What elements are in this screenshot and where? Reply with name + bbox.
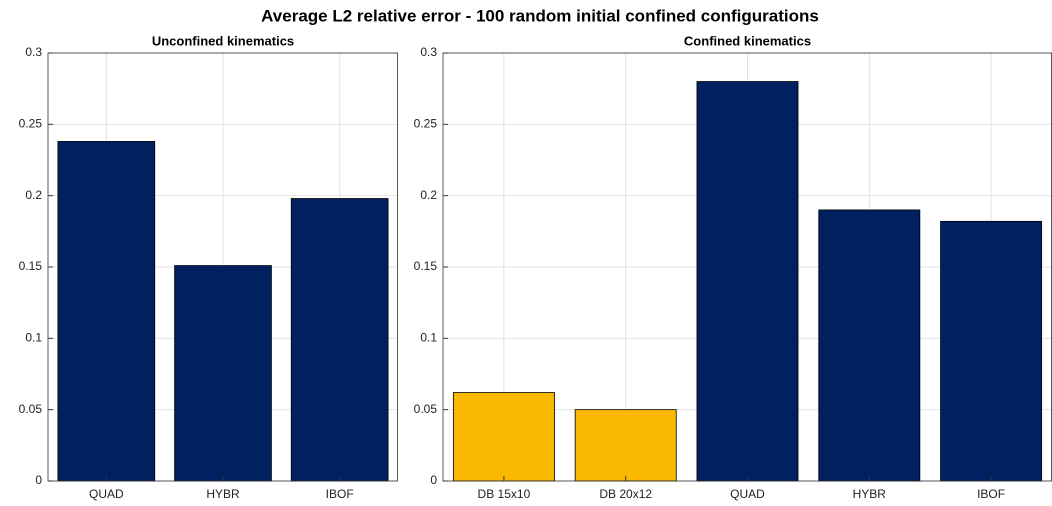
y-tick-label: 0.3 (25, 45, 42, 59)
bar (57, 141, 156, 482)
y-tick-label: 0 (35, 473, 42, 487)
y-tick-label: 0.3 (420, 45, 437, 59)
y-tick-label: 0 (430, 473, 437, 487)
y-tick-label: 0.05 (414, 402, 438, 416)
x-tick-label: IBOF (326, 487, 354, 501)
x-tick-label: QUAD (89, 487, 124, 501)
x-tick-label: DB 15x10 (478, 487, 531, 501)
y-tick-label: 0.25 (19, 117, 43, 131)
bar (696, 81, 799, 482)
bar (818, 209, 921, 482)
bar (174, 265, 272, 482)
x-tick-label: QUAD (730, 487, 765, 501)
x-tick-label: HYBR (206, 487, 240, 501)
y-tick-label: 0.05 (19, 402, 43, 416)
y-tick-label: 0.15 (414, 259, 438, 273)
y-tick-label: 0.15 (19, 259, 43, 273)
x-tick-label: IBOF (977, 487, 1005, 501)
bar (290, 198, 389, 482)
y-tick-label: 0.2 (420, 188, 437, 202)
x-tick-label: HYBR (853, 487, 887, 501)
y-tick-label: 0.25 (414, 117, 438, 131)
y-tick-label: 0.1 (420, 331, 437, 345)
subplot-title: Unconfined kinematics (152, 33, 294, 48)
y-tick-label: 0.2 (25, 188, 42, 202)
y-tick-label: 0.1 (25, 331, 42, 345)
subplot-title: Confined kinematics (684, 33, 811, 48)
bar (452, 392, 555, 482)
bar (940, 220, 1043, 482)
figure-title: Average L2 relative error - 100 random i… (261, 6, 819, 25)
bar (574, 409, 677, 482)
axes-box (47, 52, 398, 482)
x-tick-label: DB 20x12 (599, 487, 652, 501)
